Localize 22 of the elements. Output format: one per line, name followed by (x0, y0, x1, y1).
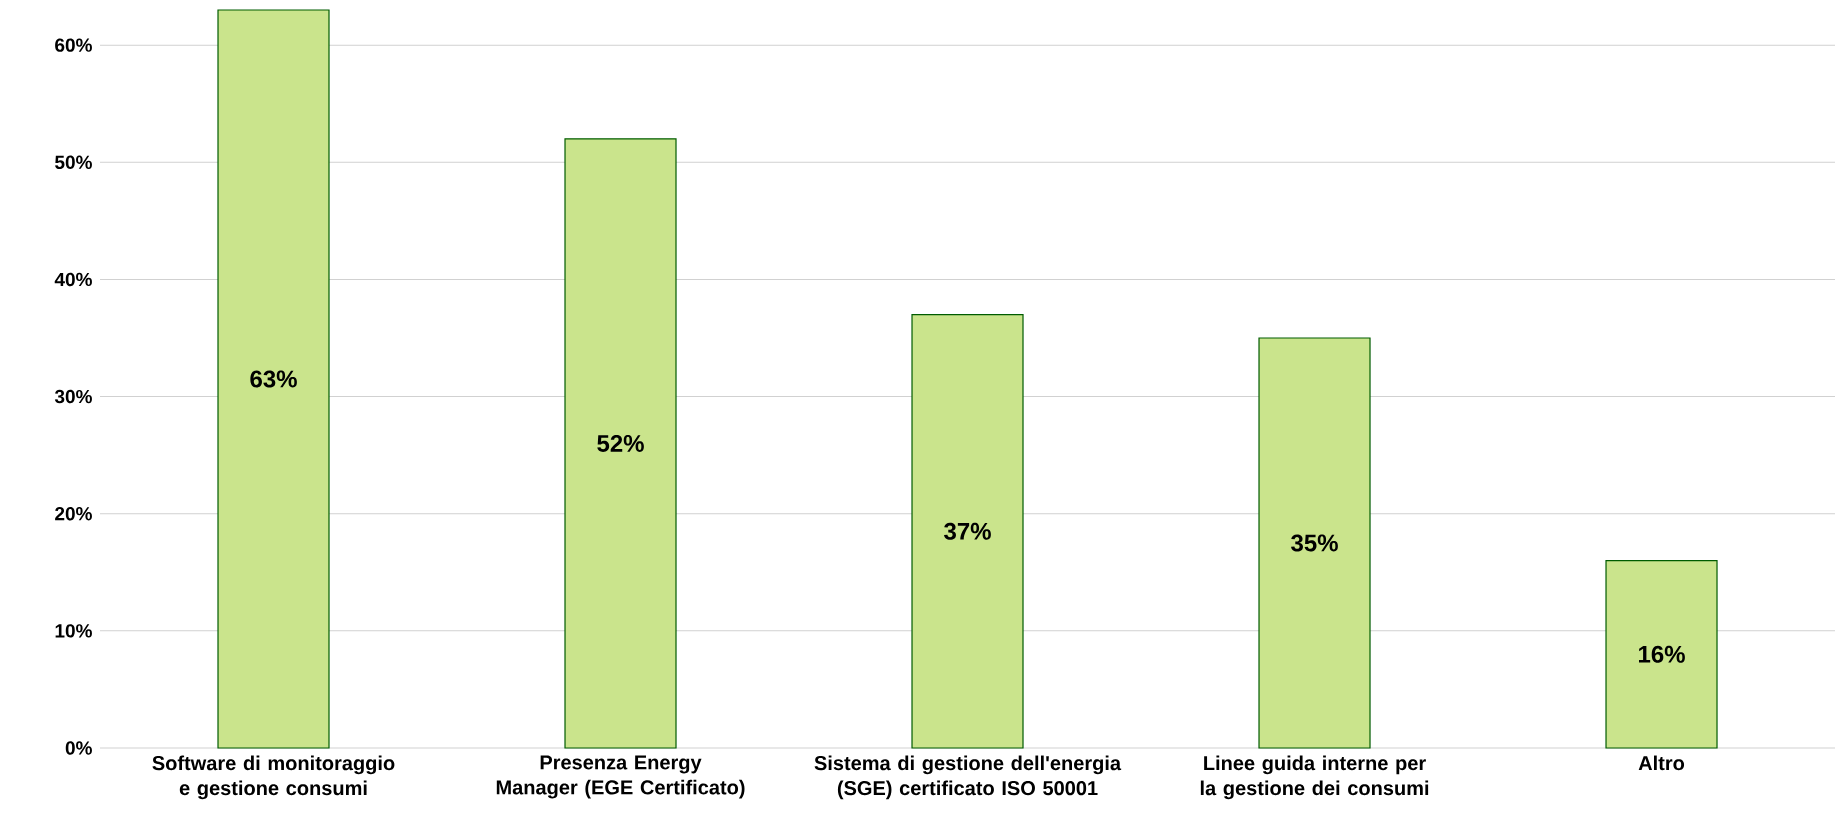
data-label: 63% (250, 370, 297, 388)
x-tick-label: Sistema di gestione dell'energia (SGE) certificato ISO 50001 (814, 755, 1122, 800)
y-tick-label: 10% (55, 624, 92, 638)
data-label: 37% (944, 522, 991, 540)
bar (217, 9, 330, 749)
bar (564, 138, 677, 749)
y-tick-label: 40% (54, 272, 92, 287)
y-tick-label: 60% (55, 38, 92, 52)
y-tick-label: 30% (54, 389, 92, 404)
x-tick-label: Altro (1638, 755, 1685, 771)
x-tick-label: Linee guida interne per la gestione dei consumi (1200, 755, 1429, 800)
y-tick-label: 50% (55, 155, 92, 170)
bar (1258, 337, 1371, 749)
x-tick-label: Presenza Energy Manager (EGE Certificato) (496, 755, 745, 799)
data-label: 52% (597, 434, 644, 452)
data-label: 35% (1291, 534, 1338, 552)
bar (1605, 559, 1718, 749)
bar (911, 313, 1024, 749)
y-tick-label: 20% (55, 506, 92, 521)
data-label: 16% (1639, 645, 1685, 663)
x-tick-label: Software di monitoraggio e gestione consumi (152, 755, 395, 800)
y-tick-label: 0% (65, 741, 92, 755)
